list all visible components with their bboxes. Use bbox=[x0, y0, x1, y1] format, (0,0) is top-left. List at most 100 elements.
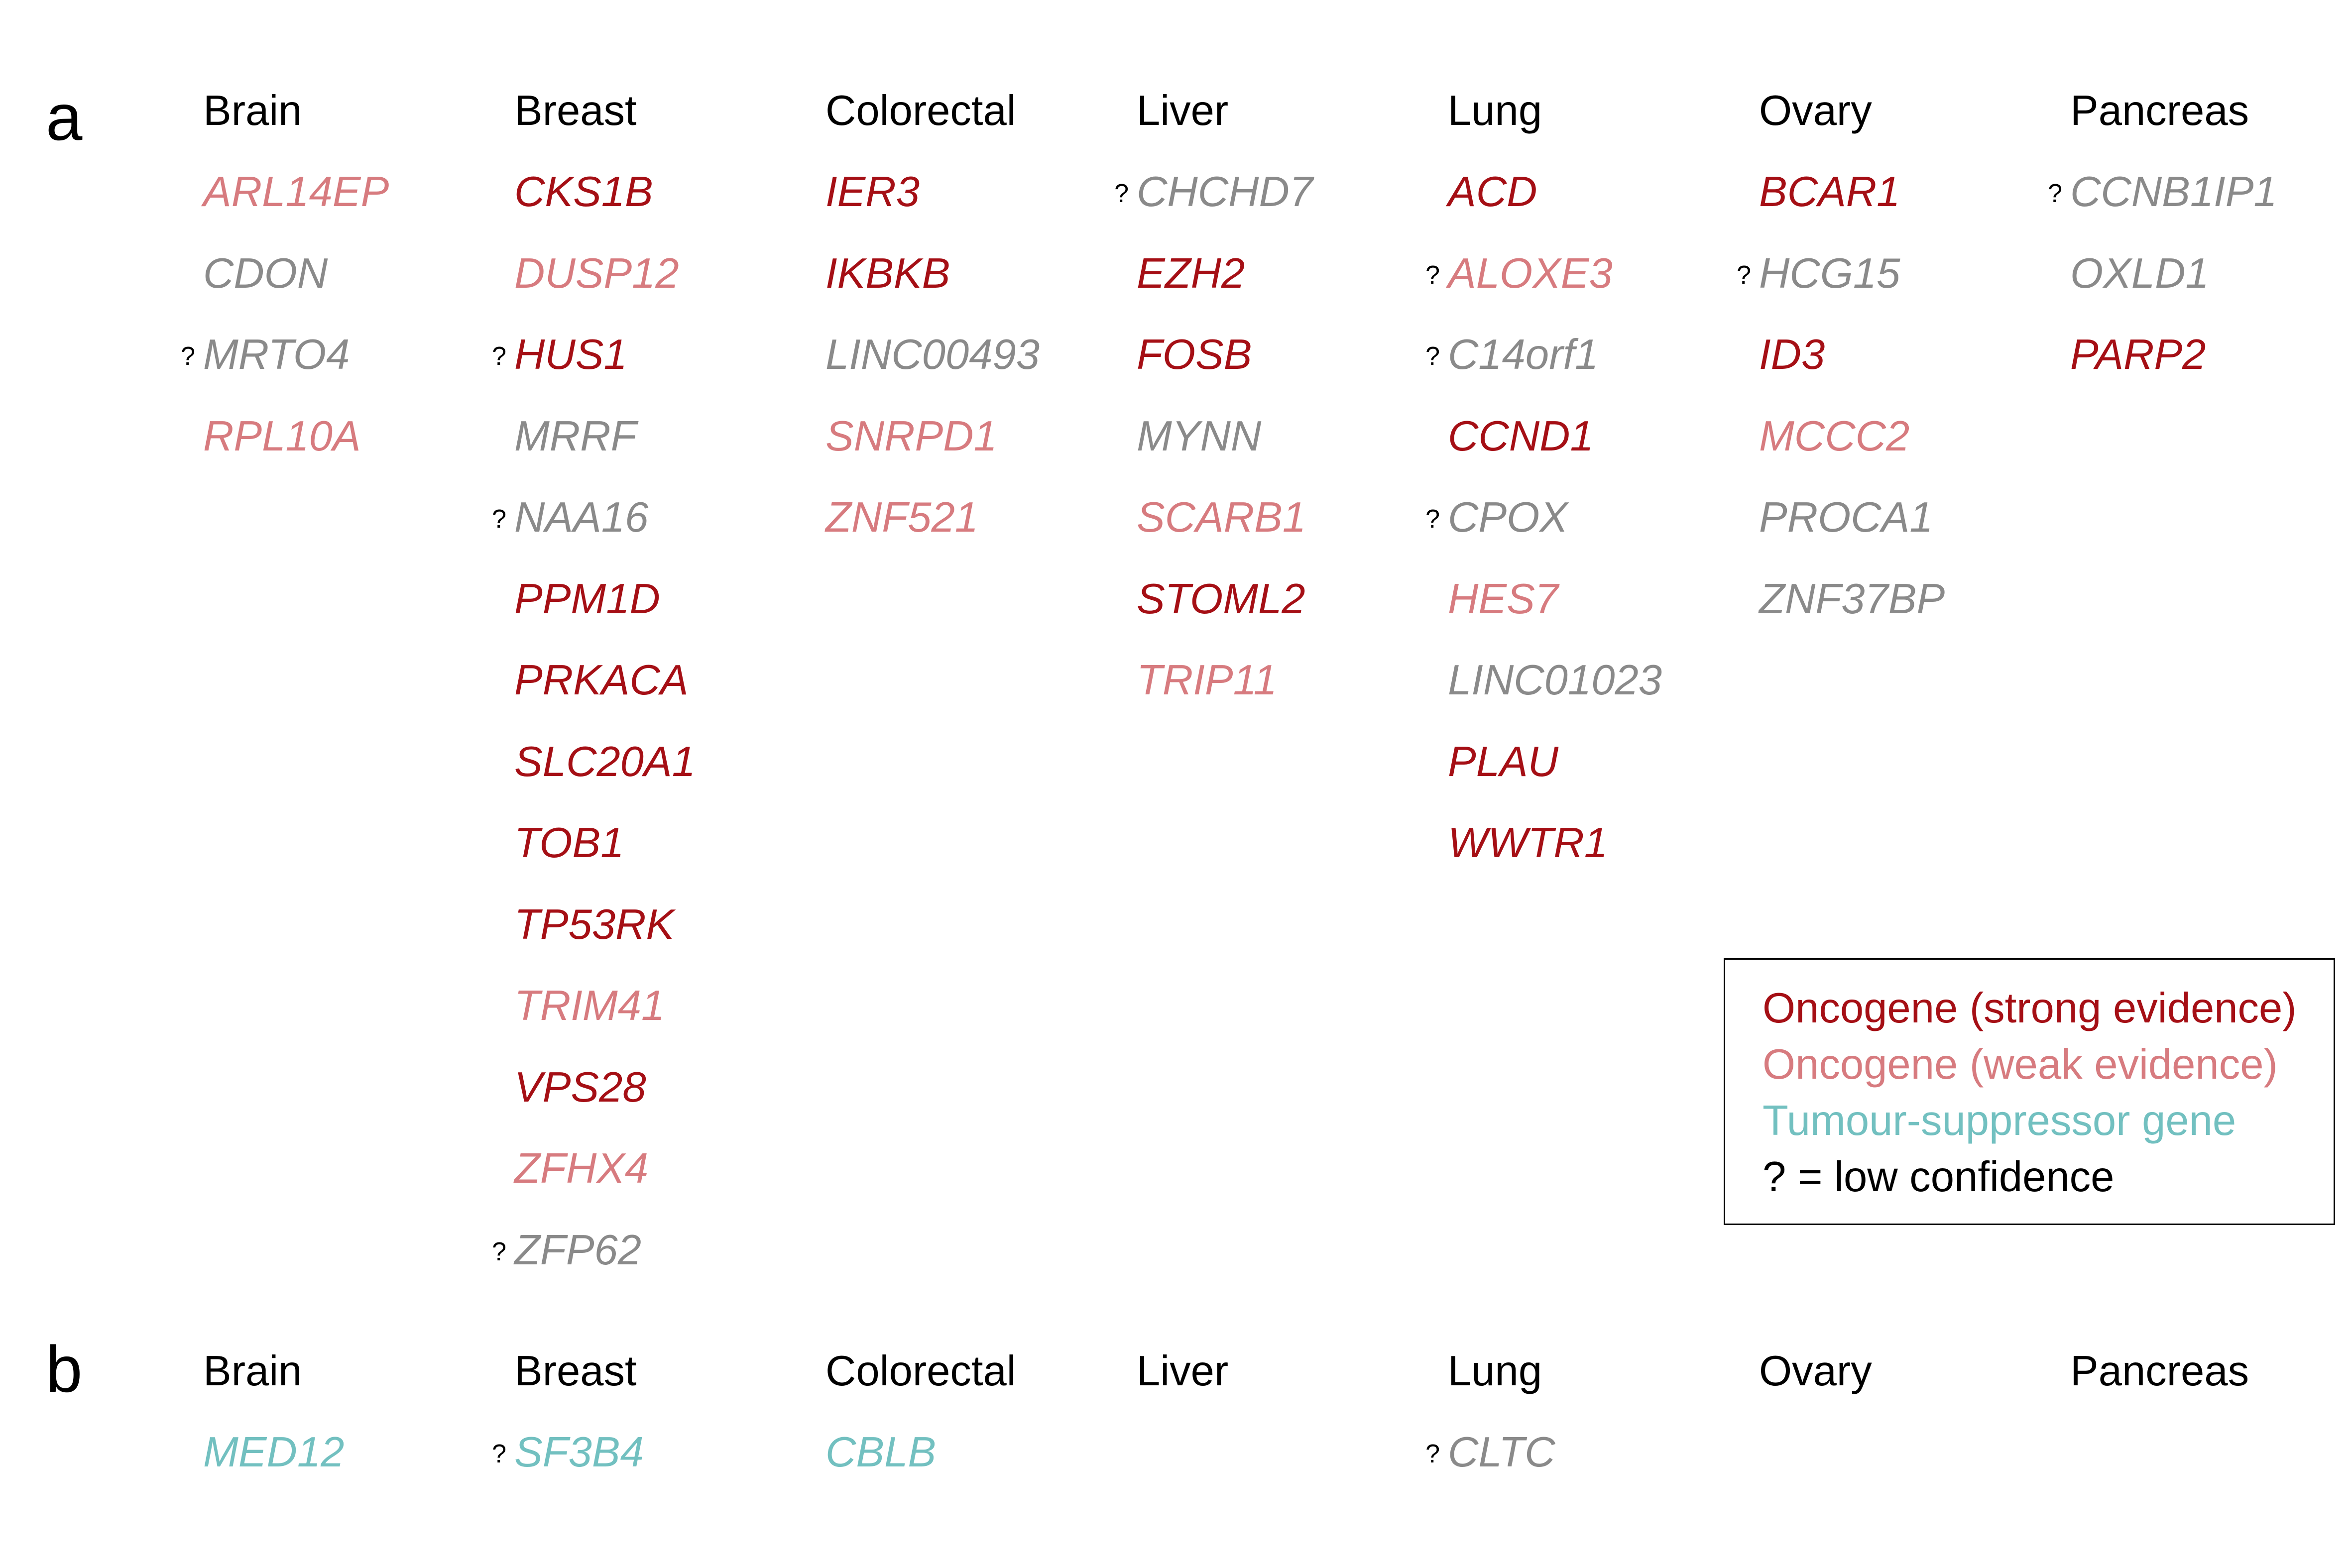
gene-name: CHCHD7 bbox=[1137, 168, 1313, 216]
gene-entry: PLAU bbox=[1448, 741, 1558, 783]
gene-name: ID3 bbox=[1759, 331, 1825, 378]
gene-entry: EZH2 bbox=[1137, 252, 1245, 295]
gene-name: CBLB bbox=[825, 1429, 937, 1476]
tissue-heading: Brain bbox=[203, 87, 302, 134]
gene-entry: SCARB1 bbox=[1137, 496, 1306, 539]
tissue-heading: Ovary bbox=[1759, 87, 1872, 134]
gene-entry: PRKACA bbox=[514, 659, 689, 701]
gene-entry: ? NAA16 bbox=[492, 496, 648, 539]
gene-entry: ? ALOXE3 bbox=[1425, 249, 1613, 297]
gene-name: PLAU bbox=[1448, 738, 1559, 785]
gene-name: ALOXE3 bbox=[1448, 249, 1613, 297]
gene-entry: FOSB bbox=[1137, 334, 1252, 376]
legend-oncogene-weak: Oncogene (weak evidence) bbox=[1763, 1041, 2278, 1088]
gene-name: OXLD1 bbox=[2070, 249, 2209, 297]
gene-entry: MCCC2 bbox=[1759, 415, 1909, 457]
gene-name: MYNN bbox=[1137, 412, 1262, 460]
gene-entry: MYNN bbox=[1137, 415, 1261, 457]
low-confidence-marker: ? bbox=[492, 1237, 506, 1266]
gene-name: ARL14EP bbox=[203, 168, 389, 216]
gene-entry: ? MRTO4 bbox=[181, 334, 350, 376]
gene-entry: PPM1D bbox=[514, 578, 660, 620]
gene-name: CKS1B bbox=[514, 168, 653, 216]
gene-name: SNRPD1 bbox=[825, 412, 997, 460]
gene-entry: CDON bbox=[203, 252, 328, 295]
gene-entry: ARL14EP bbox=[203, 171, 389, 213]
tissue-heading: Ovary bbox=[1759, 1347, 1872, 1395]
gene-entry: ? HUS1 bbox=[492, 334, 627, 376]
gene-name: EZH2 bbox=[1137, 249, 1245, 297]
gene-entry: MRRF bbox=[514, 415, 637, 457]
gene-entry: ? CCNB1IP1 bbox=[2048, 171, 2277, 213]
gene-name: MRRF bbox=[514, 412, 637, 460]
gene-name: PARP2 bbox=[2070, 331, 2206, 378]
low-confidence-marker: ? bbox=[2048, 179, 2062, 208]
low-confidence-marker: ? bbox=[492, 342, 506, 371]
gene-entry: TRIM41 bbox=[514, 985, 665, 1027]
gene-name: C14orf1 bbox=[1448, 331, 1599, 378]
gene-entry: LINC00493 bbox=[825, 334, 1040, 376]
gene-entry: LINC01023 bbox=[1448, 659, 1662, 701]
gene-entry: IKBKB bbox=[825, 252, 950, 295]
tissue-heading: Lung bbox=[1448, 87, 1542, 134]
gene-name: LINC01023 bbox=[1448, 657, 1662, 704]
low-confidence-marker: ? bbox=[1425, 260, 1440, 290]
tissue-heading: Lung bbox=[1448, 1347, 1542, 1395]
gene-entry: ? ZFP62 bbox=[492, 1226, 642, 1274]
gene-entry: SNRPD1 bbox=[825, 415, 997, 457]
gene-name: ZFHX4 bbox=[514, 1145, 649, 1192]
tissue-heading: Colorectal bbox=[825, 1347, 1016, 1395]
low-confidence-marker: ? bbox=[1425, 342, 1440, 371]
gene-entry: CCND1 bbox=[1448, 415, 1594, 457]
low-confidence-marker: ? bbox=[181, 342, 195, 371]
gene-entry: HES7 bbox=[1448, 578, 1558, 620]
tissue-heading: Pancreas bbox=[2070, 87, 2249, 134]
gene-name: CPOX bbox=[1448, 494, 1568, 541]
low-confidence-marker: ? bbox=[492, 1440, 506, 1468]
gene-entry: ? CPOX bbox=[1425, 494, 1568, 541]
gene-name: WWTR1 bbox=[1448, 819, 1608, 867]
gene-name: LINC00493 bbox=[825, 331, 1040, 378]
gene-name: TRIP11 bbox=[1137, 657, 1277, 704]
gene-entry: ZFHX4 bbox=[514, 1147, 648, 1190]
gene-name: DUSP12 bbox=[514, 249, 679, 297]
gene-entry: ? CHCHD7 bbox=[1114, 168, 1313, 216]
gene-name: TP53RK bbox=[514, 900, 675, 948]
gene-name: MCCC2 bbox=[1759, 412, 1910, 460]
gene-name: ZFP62 bbox=[514, 1226, 642, 1274]
legend-low-confidence: ? = low confidence bbox=[1763, 1153, 2115, 1201]
gene-entry: VPS28 bbox=[514, 1066, 646, 1109]
gene-entry: SLC20A1 bbox=[514, 741, 696, 783]
panel-a-label: a bbox=[46, 81, 83, 154]
gene-entry: OXLD1 bbox=[2070, 252, 2209, 295]
gene-name: STOML2 bbox=[1137, 575, 1305, 623]
gene-name: PPM1D bbox=[514, 575, 660, 623]
gene-entry: ID3 bbox=[1759, 334, 1825, 376]
low-confidence-marker: ? bbox=[1737, 260, 1751, 290]
gene-entry: CBLB bbox=[825, 1431, 936, 1473]
gene-name: IKBKB bbox=[825, 249, 950, 297]
tissue-heading: Brain bbox=[203, 1347, 302, 1395]
legend-oncogene-strong: Oncogene (strong evidence) bbox=[1763, 985, 2297, 1032]
gene-entry: RPL10A bbox=[203, 415, 361, 457]
gene-name: ZNF37BP bbox=[1759, 575, 1945, 623]
gene-name: HCG15 bbox=[1759, 249, 1900, 297]
gene-entry: ? CLTC bbox=[1425, 1429, 1555, 1476]
gene-entry: ACD bbox=[1448, 171, 1537, 213]
gene-name: MED12 bbox=[203, 1429, 345, 1476]
tissue-heading: Liver bbox=[1137, 1347, 1229, 1395]
gene-name: PRKACA bbox=[514, 657, 689, 704]
gene-entry: TRIP11 bbox=[1137, 659, 1277, 701]
gene-name: TOB1 bbox=[514, 819, 624, 867]
gene-name: CLTC bbox=[1448, 1429, 1555, 1476]
low-confidence-marker: ? bbox=[1425, 1440, 1440, 1468]
legend-tumour-suppressor: Tumour-suppressor gene bbox=[1763, 1097, 2236, 1144]
low-confidence-marker: ? bbox=[1425, 505, 1440, 534]
gene-name: VPS28 bbox=[514, 1063, 646, 1111]
panel-b-label: b bbox=[46, 1333, 83, 1406]
gene-entry: PROCA1 bbox=[1759, 496, 1933, 539]
gene-entry: WWTR1 bbox=[1448, 822, 1608, 864]
gene-name: IER3 bbox=[825, 168, 920, 216]
gene-entry: ? HCG15 bbox=[1737, 249, 1900, 297]
gene-entry: ? C14orf1 bbox=[1425, 331, 1599, 378]
